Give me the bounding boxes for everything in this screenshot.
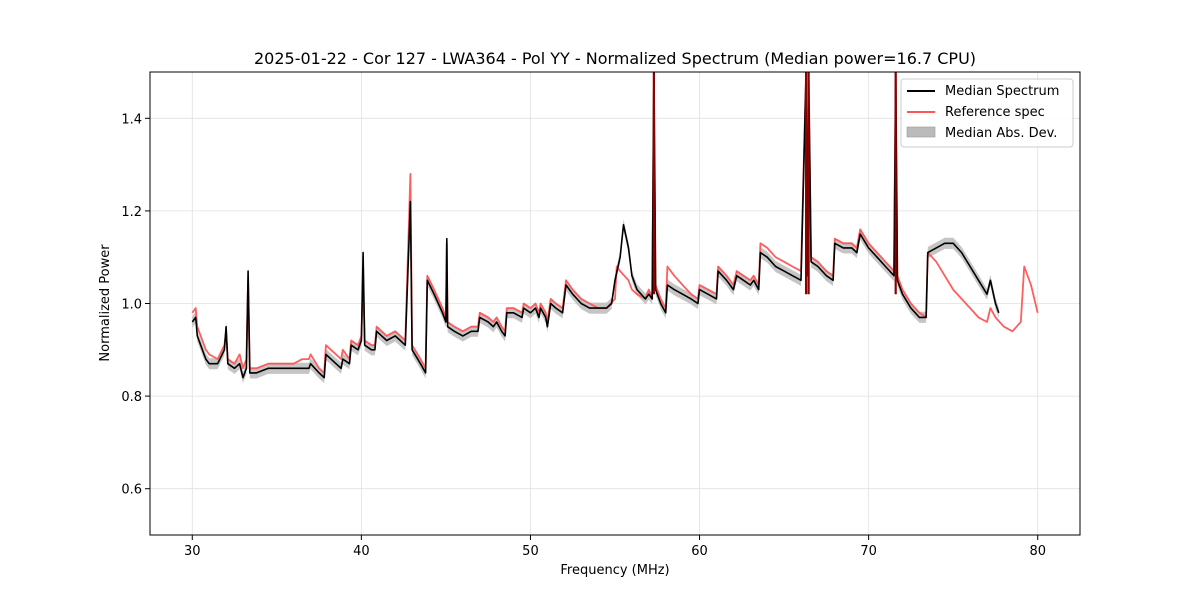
legend-label-mad: Median Abs. Dev. bbox=[945, 126, 1057, 141]
y-tick-label: 1.4 bbox=[121, 112, 142, 127]
series-layer bbox=[191, 72, 1039, 384]
legend: Median Spectrum Reference spec Median Ab… bbox=[900, 78, 1074, 148]
x-tick-label: 30 bbox=[184, 544, 201, 559]
legend-frame bbox=[900, 78, 1074, 148]
legend-label-reference: Reference spec bbox=[945, 105, 1045, 120]
x-tick-label: 40 bbox=[353, 544, 370, 559]
y-tick-label: 0.6 bbox=[121, 483, 142, 498]
x-tick-label: 60 bbox=[691, 544, 708, 559]
series-line-median-spectrum bbox=[191, 72, 1000, 379]
y-axis-label: Normalized Power bbox=[98, 244, 113, 362]
chart-title: 2025-01-22 - Cor 127 - LWA364 - Pol YY -… bbox=[254, 49, 976, 68]
legend-label-median: Median Spectrum bbox=[945, 84, 1059, 99]
y-gridlines bbox=[150, 117, 1080, 490]
x-axis-label: Frequency (MHz) bbox=[560, 563, 669, 578]
x-axis-ticks: 30 40 50 60 70 80 bbox=[184, 535, 1046, 559]
y-axis-ticks: 0.6 0.8 1.0 1.2 1.4 bbox=[121, 112, 150, 498]
mad-band bbox=[192, 72, 999, 384]
x-tick-label: 80 bbox=[1029, 544, 1046, 559]
y-tick-label: 0.8 bbox=[121, 390, 142, 405]
y-tick-label: 1.2 bbox=[121, 205, 142, 220]
y-tick-label: 1.0 bbox=[121, 298, 142, 313]
legend-swatch-mad bbox=[906, 126, 936, 138]
x-tick-label: 70 bbox=[860, 544, 877, 559]
x-tick-label: 50 bbox=[522, 544, 539, 559]
